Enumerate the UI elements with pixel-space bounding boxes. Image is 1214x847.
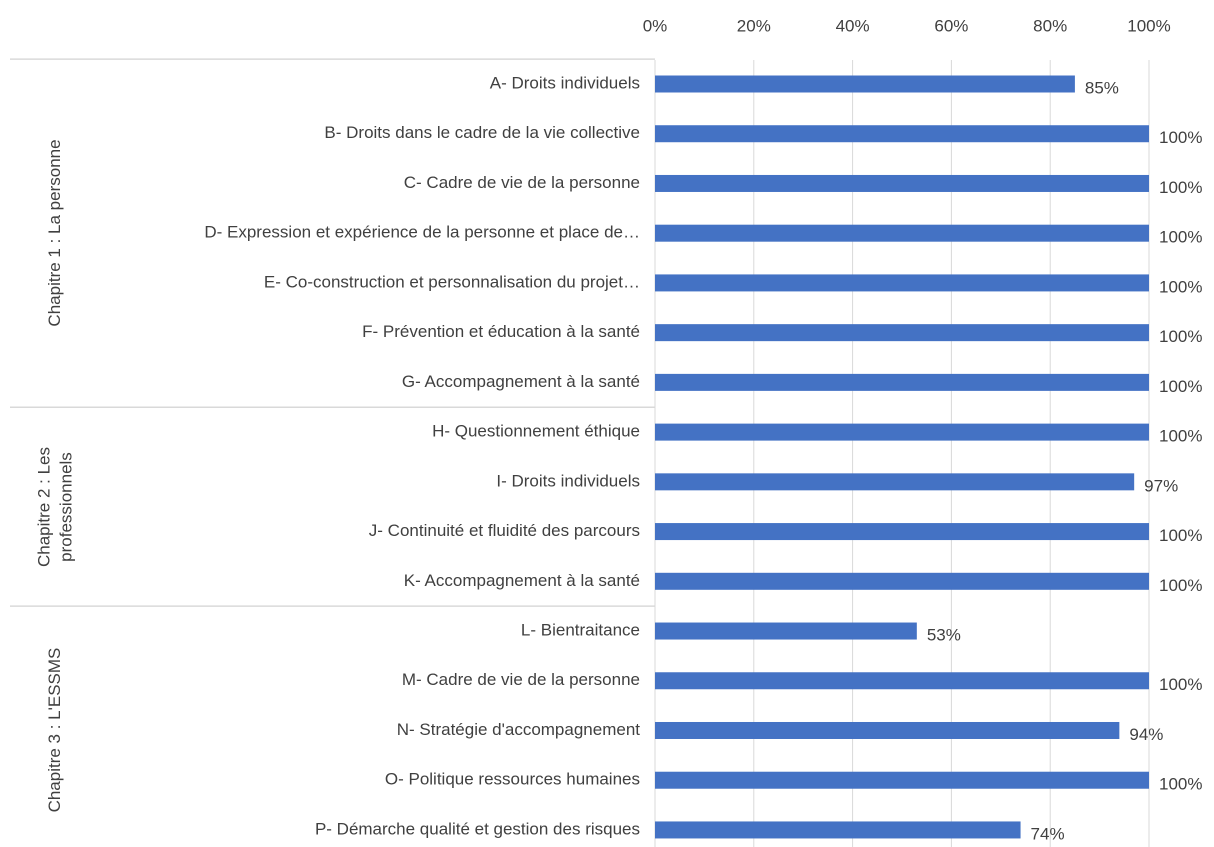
x-tick-label: 80% [1033,16,1067,35]
y-tick-label: G- Accompagnement à la santé [402,372,640,391]
bar [655,224,1149,242]
bar [655,274,1149,292]
bar [655,324,1149,342]
x-tick-label: 60% [934,16,968,35]
bar [655,721,1120,739]
y-tick-label: N- Stratégie d'accompagnement [397,720,641,739]
y-tick-label: I- Droits individuels [496,471,640,490]
x-tick-label: 20% [737,16,771,35]
y-tick-label: O- Politique ressources humaines [385,770,640,789]
y-tick-label: D- Expression et expérience de la person… [204,223,640,242]
value-label: 100% [1159,277,1202,296]
y-tick-label: J- Continuité et fluidité des parcours [369,521,640,540]
value-label: 100% [1159,327,1202,346]
bar [655,373,1149,391]
value-label: 100% [1159,427,1202,446]
y-tick-label: M- Cadre de vie de la personne [402,670,640,689]
x-tick-label: 100% [1127,16,1170,35]
y-tick-label: P- Démarche qualité et gestion des risqu… [315,819,640,838]
value-label: 100% [1159,228,1202,247]
value-label: 94% [1129,725,1163,744]
y-tick-label: K- Accompagnement à la santé [404,571,640,590]
value-label: 74% [1031,824,1065,843]
value-label: 97% [1144,476,1178,495]
value-label: 100% [1159,526,1202,545]
bar [655,174,1149,192]
y-tick-label: F- Prévention et éducation à la santé [362,322,640,341]
bar [655,423,1149,441]
value-label: 100% [1159,576,1202,595]
bar [655,75,1075,93]
group-label: Chapitre 1 : La personne [45,139,64,327]
bar [655,771,1149,789]
value-label: 53% [927,626,961,645]
value-label: 100% [1159,377,1202,396]
y-tick-label: A- Droits individuels [490,73,640,92]
bar [655,125,1149,143]
value-label: 100% [1159,128,1202,147]
bar [655,672,1149,690]
group-label: Chapitre 3 : L'ESSMS [45,648,64,813]
bar [655,523,1149,541]
y-tick-label: C- Cadre de vie de la personne [404,173,640,192]
y-tick-label: B- Droits dans le cadre de la vie collec… [324,123,640,142]
y-tick-label: L- Bientraitance [521,621,640,640]
bar [655,572,1149,590]
bar [655,821,1021,839]
value-label: 100% [1159,775,1202,794]
value-label: 85% [1085,78,1119,97]
x-tick-label: 40% [836,16,870,35]
y-tick-label: E- Co-construction et personnalisation d… [264,272,640,291]
bar [655,473,1135,491]
group-label: Chapitre 2 : Les professionnels [34,446,75,567]
y-tick-label: H- Questionnement éthique [432,422,640,441]
bar [655,622,917,640]
value-label: 100% [1159,675,1202,694]
x-tick-label: 0% [643,16,668,35]
value-label: 100% [1159,178,1202,197]
